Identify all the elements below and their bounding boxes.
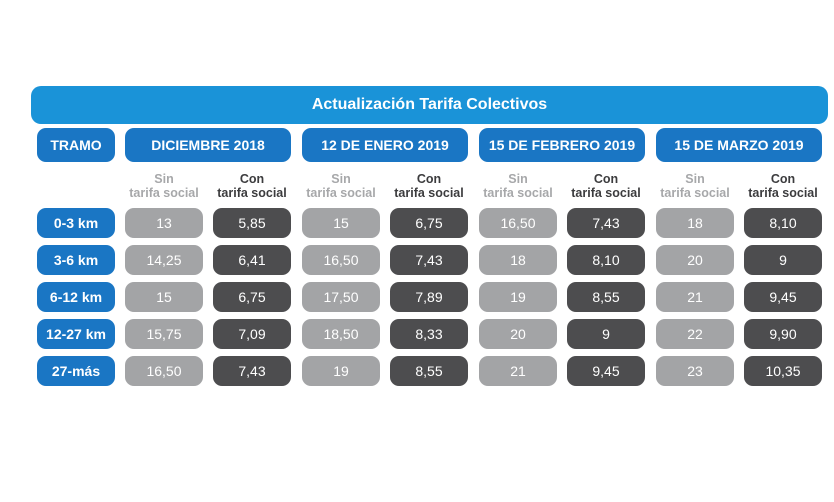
header-period: 15 DE FEBRERO 2019 (479, 128, 645, 162)
table-cell-con: 8,10 (744, 208, 822, 238)
table-cell-con: 9 (567, 319, 645, 349)
table-cell-sin: 15,75 (125, 319, 203, 349)
subheader-sin-tarifa-social: Sin tarifa social (650, 172, 740, 200)
table-cell-sin: 13 (125, 208, 203, 238)
table-cell-sin: 23 (656, 356, 734, 386)
table-cell-con: 7,43 (213, 356, 291, 386)
table-cell-sin: 18 (479, 245, 557, 275)
subheader-line: tarifa social (306, 186, 376, 200)
range-label: 12-27 km (37, 319, 115, 349)
header-period: 15 DE MARZO 2019 (656, 128, 822, 162)
subheader-line: tarifa social (217, 186, 287, 200)
table-cell-con: 9,45 (567, 356, 645, 386)
table-cell-con: 7,43 (567, 208, 645, 238)
table-cell-con: 7,09 (213, 319, 291, 349)
subheader-line: tarifa social (394, 186, 464, 200)
header-tramo: TRAMO (37, 128, 115, 162)
subheader-con-tarifa-social: Con tarifa social (207, 172, 297, 200)
table-cell-sin: 20 (656, 245, 734, 275)
table-cell-sin: 20 (479, 319, 557, 349)
table-cell-sin: 15 (125, 282, 203, 312)
table-cell-con: 6,41 (213, 245, 291, 275)
table-cell-con: 8,33 (390, 319, 468, 349)
table-cell-sin: 14,25 (125, 245, 203, 275)
table-cell-sin: 15 (302, 208, 380, 238)
table-cell-sin: 16,50 (125, 356, 203, 386)
table-cell-con: 9,45 (744, 282, 822, 312)
table-cell-con: 10,35 (744, 356, 822, 386)
subheader-line: tarifa social (748, 186, 818, 200)
table-cell-con: 7,89 (390, 282, 468, 312)
table-cell-con: 5,85 (213, 208, 291, 238)
table-cell-sin: 18,50 (302, 319, 380, 349)
table-cell-con: 8,55 (567, 282, 645, 312)
header-period: DICIEMBRE 2018 (125, 128, 291, 162)
subheader-sin-tarifa-social: Sin tarifa social (119, 172, 209, 200)
subheader-line: tarifa social (660, 186, 730, 200)
table-cell-sin: 16,50 (479, 208, 557, 238)
subheader-line: Con (239, 172, 265, 186)
table-cell-con: 6,75 (213, 282, 291, 312)
table-cell-con: 7,43 (390, 245, 468, 275)
table-cell-con: 8,10 (567, 245, 645, 275)
subheader-line: tarifa social (571, 186, 641, 200)
subheader-line: tarifa social (483, 186, 553, 200)
subheader-line: Sin (154, 172, 174, 186)
table-cell-sin: 16,50 (302, 245, 380, 275)
subheader-con-tarifa-social: Con tarifa social (561, 172, 651, 200)
subheader-line: Con (593, 172, 619, 186)
subheader-sin-tarifa-social: Sin tarifa social (473, 172, 563, 200)
subheader-line: Sin (685, 172, 705, 186)
subheader-line: Con (770, 172, 796, 186)
range-label: 6-12 km (37, 282, 115, 312)
table-title: Actualización Tarifa Colectivos (31, 86, 828, 124)
header-period: 12 DE ENERO 2019 (302, 128, 468, 162)
table-cell-con: 9 (744, 245, 822, 275)
subheader-line: Sin (508, 172, 528, 186)
subheader-line: Sin (331, 172, 351, 186)
table-cell-sin: 19 (302, 356, 380, 386)
subheader-con-tarifa-social: Con tarifa social (738, 172, 828, 200)
range-label: 27-más (37, 356, 115, 386)
table-cell-sin: 18 (656, 208, 734, 238)
subheader-line: Con (416, 172, 442, 186)
table-cell-sin: 17,50 (302, 282, 380, 312)
table-cell-sin: 21 (479, 356, 557, 386)
subheader-con-tarifa-social: Con tarifa social (384, 172, 474, 200)
table-cell-con: 8,55 (390, 356, 468, 386)
subheader-line: tarifa social (129, 186, 199, 200)
range-label: 3-6 km (37, 245, 115, 275)
table-cell-sin: 21 (656, 282, 734, 312)
table-cell-sin: 19 (479, 282, 557, 312)
range-label: 0-3 km (37, 208, 115, 238)
table-cell-con: 6,75 (390, 208, 468, 238)
table-cell-con: 9,90 (744, 319, 822, 349)
table-cell-sin: 22 (656, 319, 734, 349)
subheader-sin-tarifa-social: Sin tarifa social (296, 172, 386, 200)
